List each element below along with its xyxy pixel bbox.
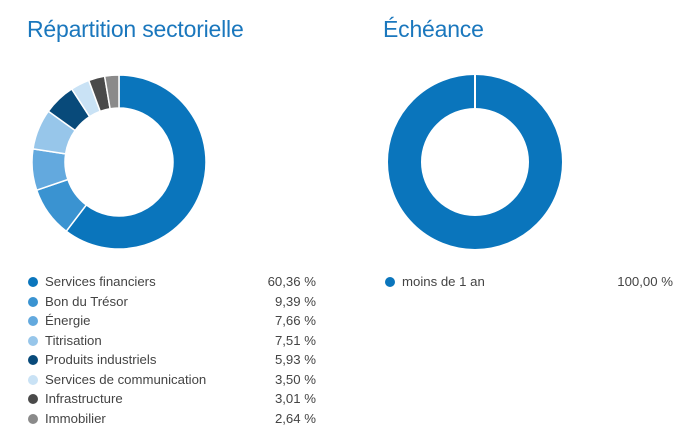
legend-value: 7,51 %: [274, 332, 316, 348]
sector-legend-item-bon-du-tresor: Bon du Trésor 9,39 %: [24, 292, 316, 312]
legend-label: Énergie: [45, 313, 91, 328]
legend-value: 3,01 %: [274, 391, 316, 406]
legend-swatch: [28, 296, 38, 307]
legend-value: 3,50 %: [274, 371, 316, 387]
sector-legend-item-infrastructure: Infrastructure 3,01 %: [24, 389, 316, 409]
sector-legend-item-produits-industriels: Produits industriels 5,93 %: [24, 350, 316, 370]
legend-value: 2,64 %: [274, 410, 316, 426]
maturity-donut-chart: [388, 74, 562, 249]
legend-swatch: [28, 394, 38, 404]
legend-swatch: [28, 355, 38, 365]
legend-value: 60,36 %: [267, 274, 316, 289]
legend-swatch: [28, 316, 38, 326]
maturity-legend-item-moins-de-1-an: moins de 1 an 100,00 %: [381, 272, 673, 292]
legend-value: 7,66 %: [274, 313, 316, 328]
maturity-slice-moins-de-1-an: [388, 75, 562, 249]
sector-chart-title: Répartition sectorielle: [27, 16, 244, 42]
legend-swatch: [28, 413, 38, 424]
sector-legend: Services financiers 60,36 % Bon du Trésor 9…: [24, 272, 316, 428]
legend-label: moins de 1 an: [402, 274, 485, 289]
legend-value: 100,00 %: [617, 274, 673, 289]
legend-label: Bon du Trésor: [45, 293, 128, 309]
sector-donut-chart: [31, 74, 207, 250]
legend-swatch: [385, 277, 395, 287]
legend-label: Immobilier: [45, 410, 106, 426]
maturity-chart-title: Échéance: [383, 16, 484, 42]
legend-value: 5,93 %: [274, 352, 316, 367]
legend-label: Produits industriels: [45, 352, 157, 367]
sector-legend-item-services-financiers: Services financiers 60,36 %: [24, 272, 316, 292]
legend-label: Titrisation: [45, 332, 102, 348]
sector-slice-services-financiers: [65, 74, 207, 250]
legend-label: Services financiers: [45, 274, 156, 289]
legend-swatch: [28, 374, 38, 385]
legend-value: 9,39 %: [274, 293, 316, 309]
sector-legend-item-immobilier: Immobilier 2,64 %: [24, 409, 316, 429]
legend-swatch: [28, 277, 38, 287]
legend-label: Infrastructure: [45, 391, 123, 406]
legend-swatch: [28, 335, 38, 346]
sector-legend-item-energie: Énergie 7,66 %: [24, 311, 316, 331]
maturity-legend: moins de 1 an 100,00 %: [381, 272, 673, 292]
legend-label: Services de communication: [45, 371, 207, 387]
sector-slice-immobilier: [103, 74, 120, 110]
sector-legend-item-services-de-communication: Services de communication 3,50 %: [24, 370, 316, 390]
sector-legend-item-titrisation: Titrisation 7,51 %: [24, 331, 316, 351]
